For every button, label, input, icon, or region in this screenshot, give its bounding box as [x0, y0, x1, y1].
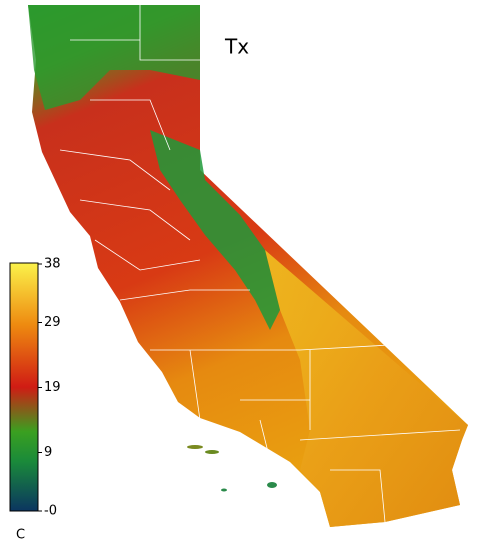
map-title: Tx: [224, 35, 249, 59]
colorbar-tick-label: 19: [44, 380, 61, 395]
colorbar-tick-label: 9: [44, 445, 52, 460]
california-map: [28, 5, 468, 527]
county-lines: [59, 5, 461, 523]
colorbar-label: C: [16, 528, 25, 543]
colorbar-tick-label: 38: [44, 257, 61, 272]
colorbar-tick-label: -0: [44, 504, 57, 519]
desert-region: [265, 250, 468, 527]
islands: [187, 445, 277, 492]
colorbar: 38 29 19 9 -0: [9, 257, 61, 519]
colorbar-scale: [9, 262, 39, 512]
north-region: [28, 5, 200, 110]
sierra-region: [150, 130, 280, 330]
colorbar-tick-label: 29: [44, 315, 61, 330]
